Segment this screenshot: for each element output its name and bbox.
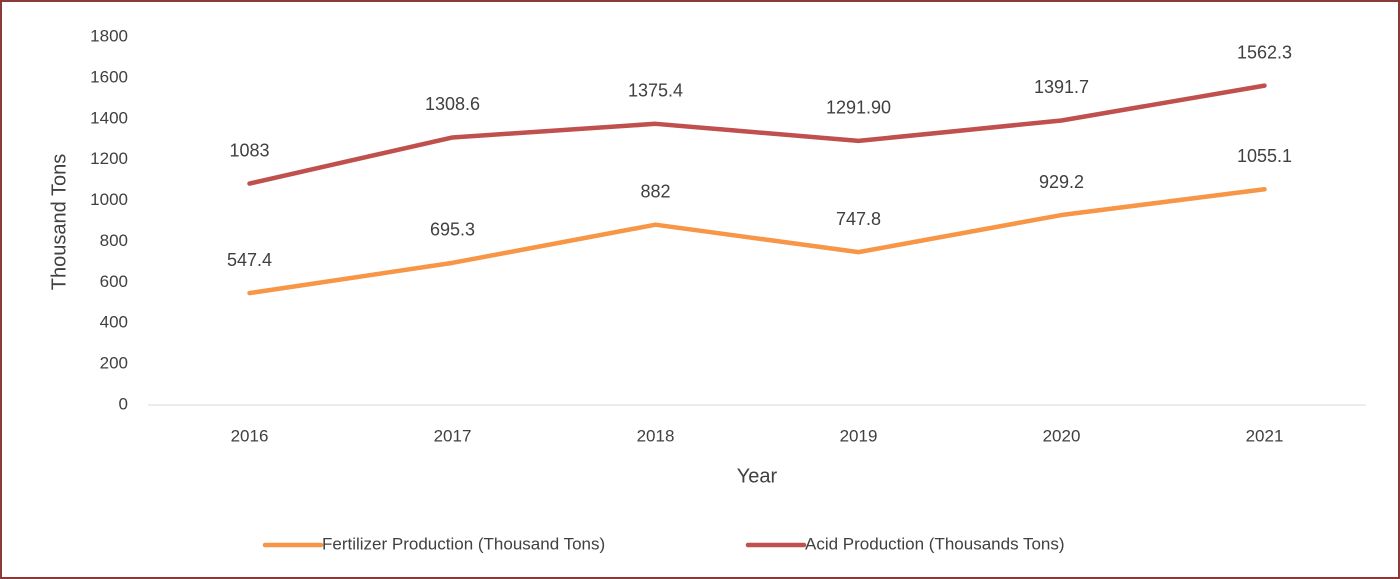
y-tick-label: 1800 [90, 26, 128, 45]
y-axis-title: Thousand Tons [48, 154, 70, 290]
series-line [247, 83, 1267, 186]
legend-label: Fertilizer Production (Thousand Tons) [322, 534, 605, 553]
x-tick-label: 2020 [1043, 426, 1081, 445]
data-label: 1083 [229, 140, 269, 160]
data-label: 1308.6 [425, 94, 480, 114]
data-label: 747.8 [836, 209, 881, 229]
x-tick-label: 2017 [434, 426, 472, 445]
data-label: 882 [640, 181, 670, 201]
y-tick-label: 800 [100, 231, 128, 250]
y-tick-label: 1000 [90, 190, 128, 209]
y-tick-label: 200 [100, 354, 128, 373]
data-label: 929.2 [1039, 172, 1084, 192]
y-tick-label: 1200 [90, 149, 128, 168]
y-tick-label: 400 [100, 313, 128, 332]
data-label: 1055.1 [1237, 146, 1292, 166]
x-axis-title: Year [737, 465, 778, 487]
data-label: 695.3 [430, 220, 475, 240]
data-label: 547.4 [227, 250, 272, 270]
legend-label: Acid Production (Thousands Tons) [805, 534, 1065, 553]
y-tick-label: 0 [119, 394, 128, 413]
x-tick-label: 2021 [1246, 426, 1284, 445]
series-line [247, 187, 1267, 296]
data-label: 1375.4 [628, 81, 683, 101]
data-label: 1391.7 [1034, 77, 1089, 97]
x-tick-label: 2016 [231, 426, 269, 445]
y-tick-label: 1600 [90, 67, 128, 86]
x-tick-label: 2019 [840, 426, 878, 445]
y-tick-label: 600 [100, 272, 128, 291]
data-label: 1562.3 [1237, 42, 1292, 62]
x-tick-label: 2018 [637, 426, 675, 445]
data-label: 1291.90 [826, 98, 891, 118]
y-tick-label: 1400 [90, 108, 128, 127]
